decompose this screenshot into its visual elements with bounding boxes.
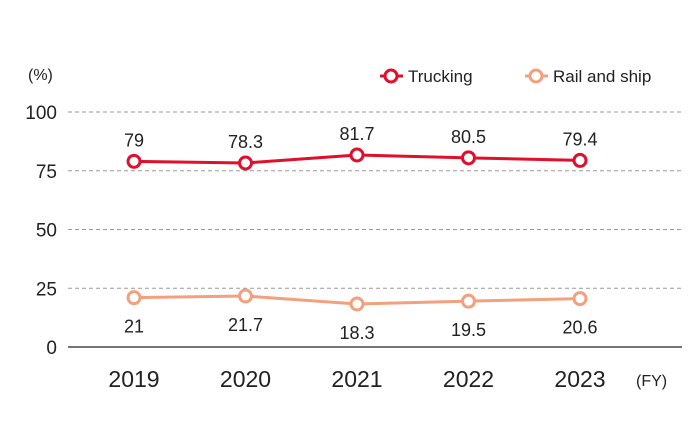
data-label-trucking-2022: 80.5 <box>451 127 486 147</box>
data-point-rail-and-ship-2023 <box>572 291 588 307</box>
data-label-rail-and-ship-2019: 21 <box>124 317 144 337</box>
data-label-rail-and-ship-2022: 19.5 <box>451 320 486 340</box>
series-lines: 79 78.3 81.7 80.5 79.4 21 21.7 18.3 19.5 20.6 <box>124 124 598 343</box>
x-tick-label-2020: 2020 <box>220 366 271 392</box>
axes: 0 25 50 75 100 2019 2020 2021 2022 2023 <box>25 103 682 392</box>
data-label-trucking-2023: 79.4 <box>562 129 597 149</box>
y-tick-label-50: 50 <box>36 221 57 242</box>
data-point-trucking-2021 <box>349 147 365 163</box>
data-point-rail-and-ship-2022 <box>461 293 476 309</box>
data-label-rail-and-ship-2023: 20.6 <box>562 318 597 338</box>
data-label-trucking-2021: 81.7 <box>339 124 374 144</box>
data-point-rail-and-ship-2020 <box>238 288 253 304</box>
data-point-trucking-2020 <box>238 155 253 171</box>
gridlines <box>68 111 682 289</box>
x-tick-label-2021: 2021 <box>331 366 382 392</box>
y-tick-label-0: 0 <box>46 338 57 359</box>
y-axis-unit: (%) <box>28 67 53 84</box>
x-tick-label-2023: 2023 <box>554 366 605 392</box>
legend: Trucking Rail and ship <box>380 67 651 86</box>
data-label-rail-and-ship-2020: 21.7 <box>228 315 263 335</box>
legend-label-trucking: Trucking <box>408 67 473 86</box>
x-tick-label-2019: 2019 <box>108 366 159 392</box>
data-point-rail-and-ship-2021 <box>349 296 365 312</box>
data-point-trucking-2023 <box>572 152 588 168</box>
legend-label-rail-and-ship: Rail and ship <box>553 67 651 86</box>
data-point-trucking-2019 <box>126 153 142 169</box>
data-label-rail-and-ship-2021: 18.3 <box>339 323 374 343</box>
data-label-trucking-2019: 79 <box>124 130 144 150</box>
legend-marker-rail-and-ship <box>528 68 544 84</box>
y-tick-label-75: 75 <box>36 162 57 183</box>
x-tick-label-2022: 2022 <box>443 366 494 392</box>
data-label-trucking-2020: 78.3 <box>228 132 263 152</box>
data-point-rail-and-ship-2019 <box>126 290 142 306</box>
legend-marker-trucking <box>383 68 399 84</box>
y-tick-label-25: 25 <box>36 279 57 300</box>
data-point-trucking-2022 <box>461 150 476 166</box>
y-tick-label-100: 100 <box>25 103 57 124</box>
x-axis-unit: (FY) <box>636 373 667 390</box>
